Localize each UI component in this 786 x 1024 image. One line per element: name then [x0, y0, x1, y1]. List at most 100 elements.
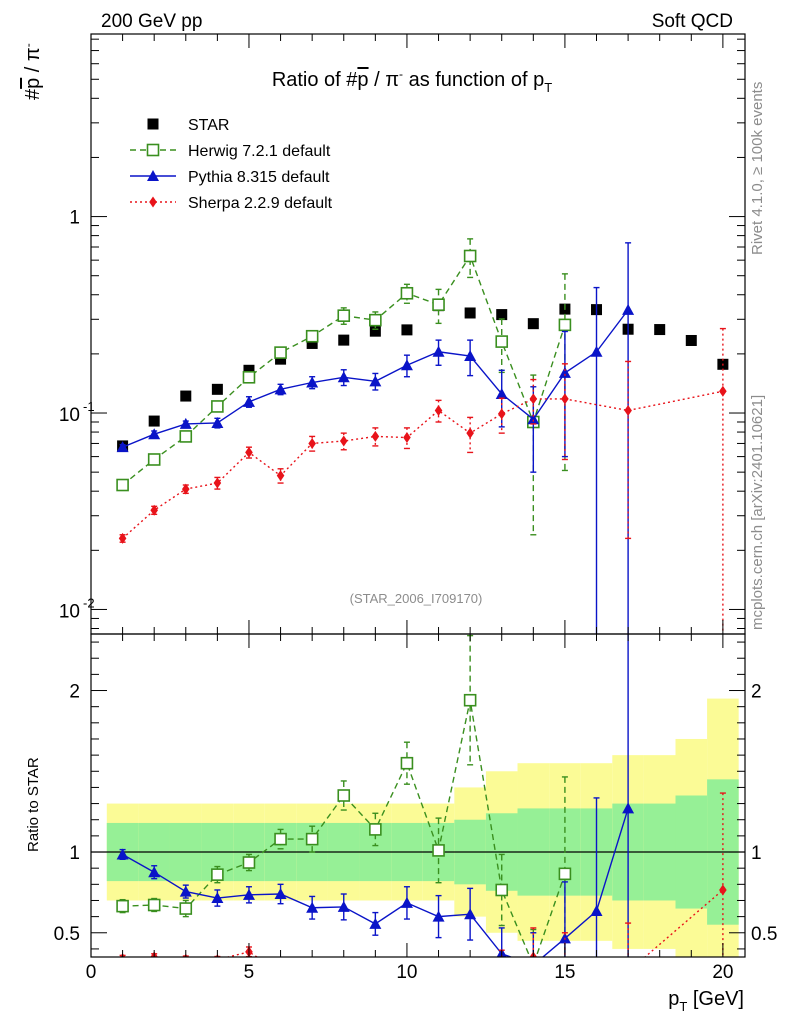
rivet-label: Rivet 4.1.0, ≥ 100k events — [749, 82, 766, 255]
legend-label: Herwig 7.2.1 default — [188, 143, 331, 160]
data-point — [719, 884, 727, 896]
data-point — [434, 404, 443, 416]
data-point — [685, 334, 697, 346]
x-tick-label: 20 — [712, 962, 733, 983]
series-sherpa — [118, 327, 727, 634]
ratio-y-tick-label-right: 2 — [751, 682, 762, 703]
series-line — [122, 390, 724, 539]
data-point — [179, 430, 193, 443]
data-point — [337, 309, 351, 322]
data-point — [116, 478, 129, 492]
x-tick-label: 0 — [86, 962, 97, 983]
data-point — [308, 437, 316, 449]
data-point — [466, 968, 474, 979]
x-tick-label: 5 — [244, 962, 255, 983]
data-point — [369, 325, 381, 337]
y-tick-label: 1 — [69, 208, 80, 229]
data-point — [466, 427, 474, 439]
ratio-frame — [90, 633, 746, 958]
data-point — [527, 413, 540, 425]
legend-label: Pythia 8.315 default — [188, 169, 330, 186]
series-line — [122, 254, 566, 486]
legend-item-sherpa: Sherpa 2.2.9 default — [130, 195, 333, 212]
data-point — [116, 441, 129, 453]
top-panel-series — [116, 238, 729, 634]
data-point — [337, 789, 351, 802]
ratio-series-pythia — [116, 634, 635, 957]
data-point — [400, 756, 414, 770]
data-point — [369, 313, 382, 327]
data-point — [146, 143, 160, 157]
data-point — [496, 309, 508, 321]
data-point — [116, 899, 129, 913]
data-point — [498, 958, 506, 969]
data-point — [337, 900, 350, 912]
data-point — [372, 961, 380, 972]
data-point — [148, 866, 161, 878]
data-point — [369, 917, 382, 929]
data-point — [622, 303, 635, 315]
data-point — [274, 346, 287, 359]
data-point — [527, 318, 539, 330]
data-point — [147, 898, 161, 912]
data-point — [179, 885, 192, 897]
data-point — [338, 334, 350, 346]
data-point — [497, 408, 506, 420]
chart-title: Ratio of #p / π- as function of pT — [272, 67, 552, 95]
data-point — [558, 867, 572, 881]
data-point — [306, 376, 319, 388]
data-point — [435, 961, 443, 972]
y-tick-label: 10 — [59, 405, 80, 426]
data-point — [339, 435, 348, 447]
data-point — [464, 307, 476, 319]
data-point — [654, 324, 666, 336]
data-point — [243, 364, 255, 376]
data-point — [590, 345, 603, 357]
data-point — [495, 387, 508, 399]
ratio-line — [122, 700, 566, 957]
data-point — [147, 170, 159, 181]
ratio-y-tick-label-right: 1 — [751, 843, 762, 864]
data-point — [116, 848, 129, 860]
data-point — [369, 823, 382, 836]
data-point — [305, 329, 319, 343]
data-point — [529, 393, 538, 405]
data-point — [719, 385, 727, 397]
data-point — [148, 415, 160, 427]
data-point — [308, 958, 316, 969]
data-point — [274, 383, 287, 395]
header-right: Soft QCD — [652, 11, 733, 32]
data-point — [211, 892, 224, 904]
data-point — [180, 390, 192, 402]
header-left: 200 GeV pp — [101, 11, 202, 32]
data-point — [464, 350, 477, 362]
data-point — [432, 844, 445, 857]
data-point — [148, 428, 161, 440]
legend-item-herwig: Herwig 7.2.1 default — [130, 143, 331, 160]
data-point — [371, 430, 380, 442]
data-point — [147, 453, 161, 466]
data-point — [211, 416, 224, 428]
y-tick-exponent: -2 — [83, 595, 95, 610]
data-point — [211, 383, 223, 395]
mcplots-label: mcplots.cern.ch [arXiv:2401.10621] — [749, 395, 766, 630]
data-point — [432, 298, 445, 311]
data-point — [150, 504, 158, 516]
data-point — [624, 966, 632, 977]
series-herwig — [116, 238, 572, 536]
data-point — [369, 375, 382, 387]
y-tick-label: 10 — [59, 601, 80, 622]
data-point — [147, 118, 159, 130]
data-point — [242, 888, 255, 900]
data-point — [432, 910, 445, 922]
legend-item-pythia: Pythia 8.315 default — [130, 169, 330, 186]
ratio-y-tick-label: 0.5 — [54, 924, 80, 945]
ratio-y-tick-label: 1 — [69, 843, 80, 864]
data-point — [242, 856, 256, 869]
data-point — [463, 249, 477, 263]
series-star — [117, 300, 729, 452]
data-point — [561, 393, 569, 405]
data-point — [306, 337, 318, 349]
data-point — [558, 366, 571, 378]
